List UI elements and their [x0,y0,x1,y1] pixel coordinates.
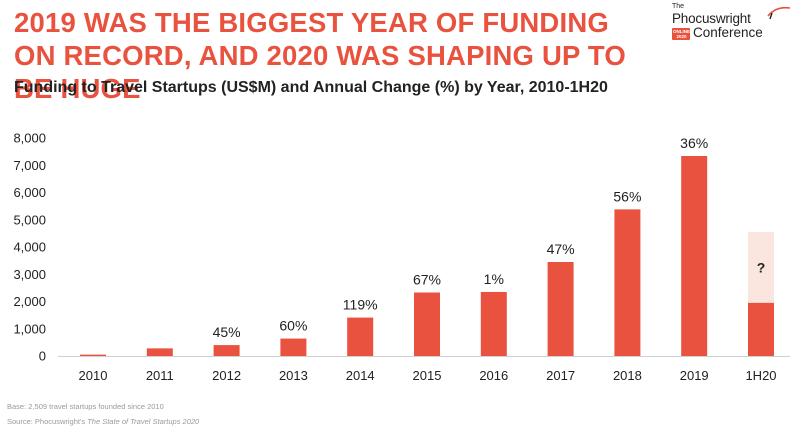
bar [80,354,106,356]
footnote-source-prefix: Source: Phocuswright's [7,417,88,426]
annual-change-label: 1% [484,271,504,287]
annual-change-label: 56% [613,188,641,204]
y-tick-label: 8,000 [13,131,46,146]
y-tick-label: 6,000 [13,185,46,200]
annual-change-label: 119% [343,297,378,313]
annual-change-label: 47% [547,241,575,257]
x-tick-label: 2015 [413,368,442,383]
x-tick-label: 2016 [479,368,508,383]
y-tick-label: 0 [39,349,46,364]
logo-brand-text: Phocuswright [672,11,751,26]
y-tick-label: 1,000 [13,321,46,336]
annual-change-label: 60% [279,318,307,334]
bar [547,261,574,356]
x-tick-label: 2017 [546,368,575,383]
y-tick-label: 3,000 [13,267,46,282]
y-tick-label: 2,000 [13,294,46,309]
x-tick-label: 2011 [146,368,174,383]
annual-change-label: 67% [413,272,441,288]
y-tick-label: 7,000 [13,158,46,173]
bar [146,348,173,356]
phocuswright-conference-logo: The Phocuswright ONLINE 2020 Conference [672,2,794,46]
bar [280,338,307,356]
x-tick-label: 1H20 [745,368,776,383]
x-tick-label: 2013 [279,368,308,383]
footnote-source: Source: Phocuswright's The State of Trav… [7,417,199,426]
logo-badge-line2: 2020 [676,34,687,39]
projection-label: ? [757,259,766,275]
bar [614,209,641,356]
chart-title: Funding to Travel Startups (US$M) and An… [14,79,608,96]
footnote-base: Base: 2,509 travel startups founded sinc… [7,402,164,411]
y-axis: 0 1,000 2,000 3,000 4,000 5,000 6,000 7,000 8,00… [13,131,46,364]
annual-change-label: 36% [680,135,708,151]
swoosh-icon [767,6,791,20]
logo-badge [672,28,690,40]
logo-badge-line1: ONLINE [673,29,691,34]
x-axis: 2010 2011 2012 2013 2014 2015 2016 2017 2018 2019… [58,356,790,383]
logo-the-text: The [672,3,685,10]
logo-conference-text: Conference [693,25,763,40]
y-tick-label: 4,000 [13,240,46,255]
x-tick-label: 2019 [680,368,709,383]
footnote-source-title: The State of Travel Startups 2020 [87,417,200,426]
bar [347,317,374,356]
x-tick-label: 2012 [212,368,241,383]
bar [414,292,440,356]
bar [213,345,240,356]
bar [681,155,708,356]
x-tick-label: 2010 [79,368,108,383]
bar-chart: 0 1,000 2,000 3,000 4,000 5,000 6,000 7,000 8,00… [13,131,790,383]
y-tick-label: 5,000 [13,212,46,227]
x-tick-label: 2018 [613,368,642,383]
bar [748,302,774,356]
bar [480,291,507,356]
headline: 2019 WAS THE BIGGEST YEAR OF FUNDING ON … [14,7,627,104]
bars: 45% 60% 119% 67% 1% 47% 56% 36%? [80,135,774,356]
x-tick-label: 2014 [346,368,375,383]
annual-change-label: 45% [213,324,241,340]
